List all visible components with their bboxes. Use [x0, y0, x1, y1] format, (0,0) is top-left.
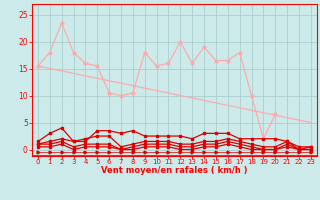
X-axis label: Vent moyen/en rafales ( km/h ): Vent moyen/en rafales ( km/h )	[101, 166, 248, 175]
